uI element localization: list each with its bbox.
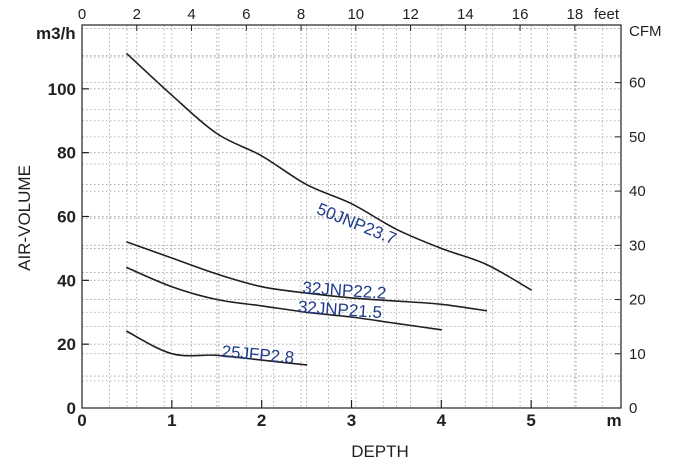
grid: [82, 25, 621, 408]
y-tick-label: 60: [57, 208, 76, 227]
x-tick-label: 1: [167, 411, 176, 430]
y-tick-label: 100: [48, 80, 76, 99]
y-tick-label: 0: [67, 399, 76, 418]
x-tick-label: 5: [526, 411, 535, 430]
x2-tick-label: 6: [242, 6, 250, 23]
x2-tick-label: 18: [567, 6, 584, 23]
x-tick-label: 3: [347, 411, 356, 430]
x2-tick-label: 4: [187, 6, 195, 23]
x-tick-label: 0: [77, 411, 86, 430]
series-line: [126, 330, 308, 366]
x2-tick-label: 14: [457, 6, 474, 23]
y2-tick-label: 50: [629, 129, 646, 146]
x2-tick-label: 2: [133, 6, 141, 23]
x-unit-label: m: [606, 411, 621, 430]
y2-tick-label: 10: [629, 346, 646, 363]
y-unit-label: m3/h: [36, 24, 76, 43]
y-axis-title: AIR-VOLUME: [15, 165, 34, 271]
y-tick-label: 40: [57, 271, 76, 290]
x2-tick-label: 8: [297, 6, 305, 23]
x2-unit-label: feet: [594, 6, 620, 23]
y2-tick-label: 20: [629, 292, 646, 309]
y2-tick-label: 30: [629, 237, 646, 254]
series-line: [126, 52, 532, 291]
y2-tick-label: 60: [629, 75, 646, 92]
x-tick-label: 2: [257, 411, 266, 430]
x-axis-title: DEPTH: [351, 442, 409, 461]
y2-tick-label: 40: [629, 183, 646, 200]
y-tick-label: 80: [57, 144, 76, 163]
curves: [126, 52, 532, 366]
x-tick-label: 4: [437, 411, 447, 430]
y2-unit-label: CFM: [629, 23, 662, 40]
x2-tick-label: 16: [512, 6, 529, 23]
y2-tick-label: 0: [629, 400, 637, 417]
x2-tick-label: 0: [78, 6, 86, 23]
series-line: [126, 241, 488, 312]
series-line: [126, 266, 443, 331]
ticks: [82, 25, 621, 408]
y-tick-label: 20: [57, 335, 76, 354]
x2-tick-label: 10: [347, 6, 364, 23]
x2-tick-label: 12: [402, 6, 419, 23]
